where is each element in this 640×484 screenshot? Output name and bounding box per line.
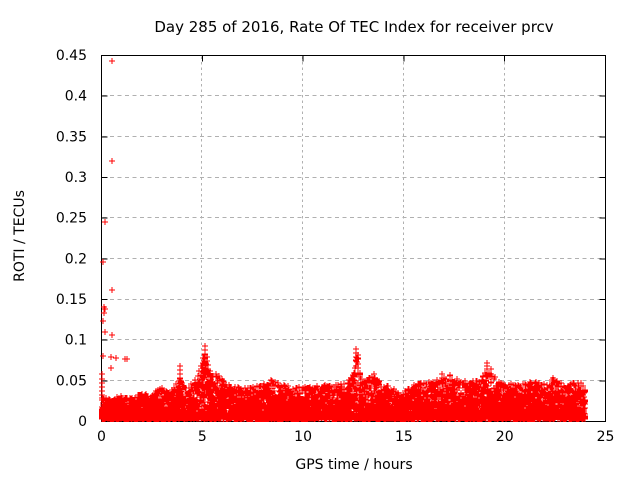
x-tick-label-25: 25 [597,429,615,445]
vertical-grid-lines [201,56,505,421]
roti-scatter-markers [99,58,588,422]
y-tick-label-0.25: 0.25 [56,211,87,227]
plot-border-and-ticks [101,55,606,422]
x-tick-label-0: 0 [97,429,106,445]
y-tick-label-0.05: 0.05 [56,373,87,389]
y-tick-label-0.35: 0.35 [56,129,87,145]
y-tick-label-0.1: 0.1 [65,333,87,349]
chart-title: Day 285 of 2016, Rate Of TEC Index for r… [154,18,553,36]
x-tick-label-15: 15 [395,429,413,445]
y-tick-label-0: 0 [78,414,87,430]
data-points [99,58,588,422]
tick-marks [101,55,606,422]
horizontal-grid-lines [102,95,605,381]
y-tick-label-0.15: 0.15 [56,292,87,308]
plot-border [101,55,606,422]
y-axis-label: ROTI / TECUs [12,190,28,282]
y-tick-label-0.4: 0.4 [65,89,87,105]
y-tick-label-0.3: 0.3 [65,170,87,186]
tick-labels: 0 5 10 15 20 25 0 0.05 0.1 0.15 0.2 0.25 0.3 0.35 0.4 0… [56,48,615,445]
y-tick-label-0.45: 0.45 [56,48,87,64]
y-tick-label-0.2: 0.2 [65,251,87,267]
x-tick-label-20: 20 [496,429,514,445]
x-tick-label-5: 5 [198,429,207,445]
x-axis-label: GPS time / hours [295,457,412,473]
x-tick-label-10: 10 [294,429,312,445]
